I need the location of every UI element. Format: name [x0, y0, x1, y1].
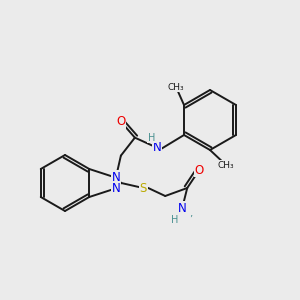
- Text: ’: ’: [189, 215, 192, 225]
- Text: N: N: [152, 141, 161, 154]
- Text: O: O: [195, 164, 204, 176]
- Text: CH₃: CH₃: [218, 160, 234, 169]
- Text: O: O: [116, 115, 125, 128]
- Text: H: H: [170, 215, 178, 225]
- Text: N: N: [178, 202, 187, 214]
- Text: N: N: [112, 171, 120, 184]
- Text: CH₃: CH₃: [168, 82, 184, 91]
- Text: N: N: [112, 182, 120, 195]
- Text: S: S: [140, 182, 147, 194]
- Text: H: H: [148, 133, 156, 143]
